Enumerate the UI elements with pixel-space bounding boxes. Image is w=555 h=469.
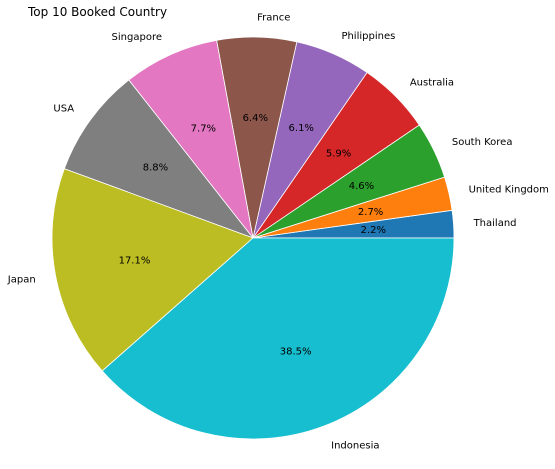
pie-category-label-singapore: Singapore <box>112 32 162 43</box>
chart-title: Top 10 Booked Country <box>28 5 167 19</box>
pie-pct-label-philippines: 6.1% <box>289 123 314 134</box>
pie-pct-label-south-korea: 4.6% <box>349 181 374 192</box>
pie-pct-label-indonesia: 38.5% <box>280 346 312 357</box>
pie-category-label-indonesia: Indonesia <box>331 440 379 451</box>
pie-pct-label-australia: 5.9% <box>326 148 351 159</box>
pie-category-label-usa: USA <box>53 104 74 115</box>
pie-pct-label-japan: 17.1% <box>119 256 151 267</box>
pie-pct-label-usa: 8.8% <box>143 163 168 174</box>
pie-category-label-france: France <box>257 12 290 23</box>
pie-category-label-south-korea: South Korea <box>452 137 513 148</box>
pie-pct-label-singapore: 7.7% <box>191 124 216 135</box>
pie-category-label-philippines: Philippines <box>341 31 395 42</box>
pie-category-label-australia: Australia <box>410 78 454 89</box>
pie-category-label-japan: Japan <box>7 274 36 285</box>
pie-category-label-thailand: Thailand <box>473 218 517 229</box>
pie-category-label-united-kingdom: United Kingdom <box>469 185 549 196</box>
pie-pct-label-united-kingdom: 2.7% <box>358 207 383 218</box>
pie-pct-label-thailand: 2.2% <box>361 225 386 236</box>
pie-pct-label-france: 6.4% <box>243 113 268 124</box>
